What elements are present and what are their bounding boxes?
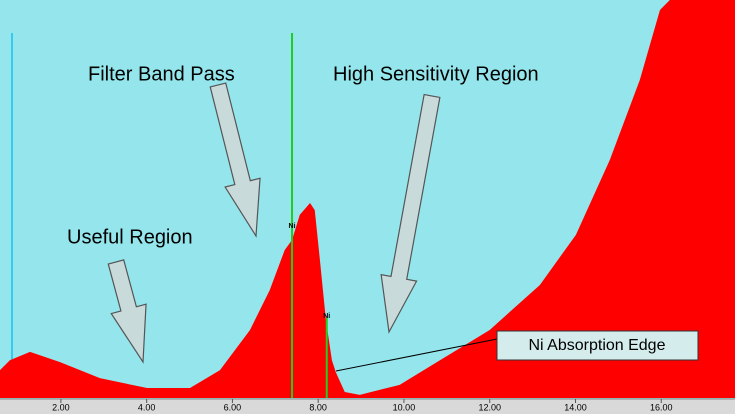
annotation: High Sensitivity Region [333,63,539,85]
marker-label: Ni [289,223,296,230]
annotation: Useful Region [67,226,193,248]
x-tick-label: 14.00 [564,402,587,412]
spectrum-area [0,0,735,398]
marker-label: Ni [323,313,330,320]
x-tick-label: 10.00 [393,402,416,412]
callout-line [335,338,498,372]
arrow [107,259,147,364]
annotation: Filter Band Pass [88,63,235,85]
callout-text: Ni Absorption Edge [529,337,666,354]
x-tick-label: 2.00 [52,402,70,412]
x-tick-label: 8.00 [309,402,327,412]
x-tick-label: 16.00 [650,402,673,412]
callout-box [496,330,699,361]
x-tick-label: 12.00 [478,402,501,412]
x-tick-label: 4.00 [138,402,156,412]
arrow [209,82,261,238]
x-axis-bar [0,399,735,414]
arrow [380,93,441,334]
x-tick-label: 6.00 [224,402,242,412]
